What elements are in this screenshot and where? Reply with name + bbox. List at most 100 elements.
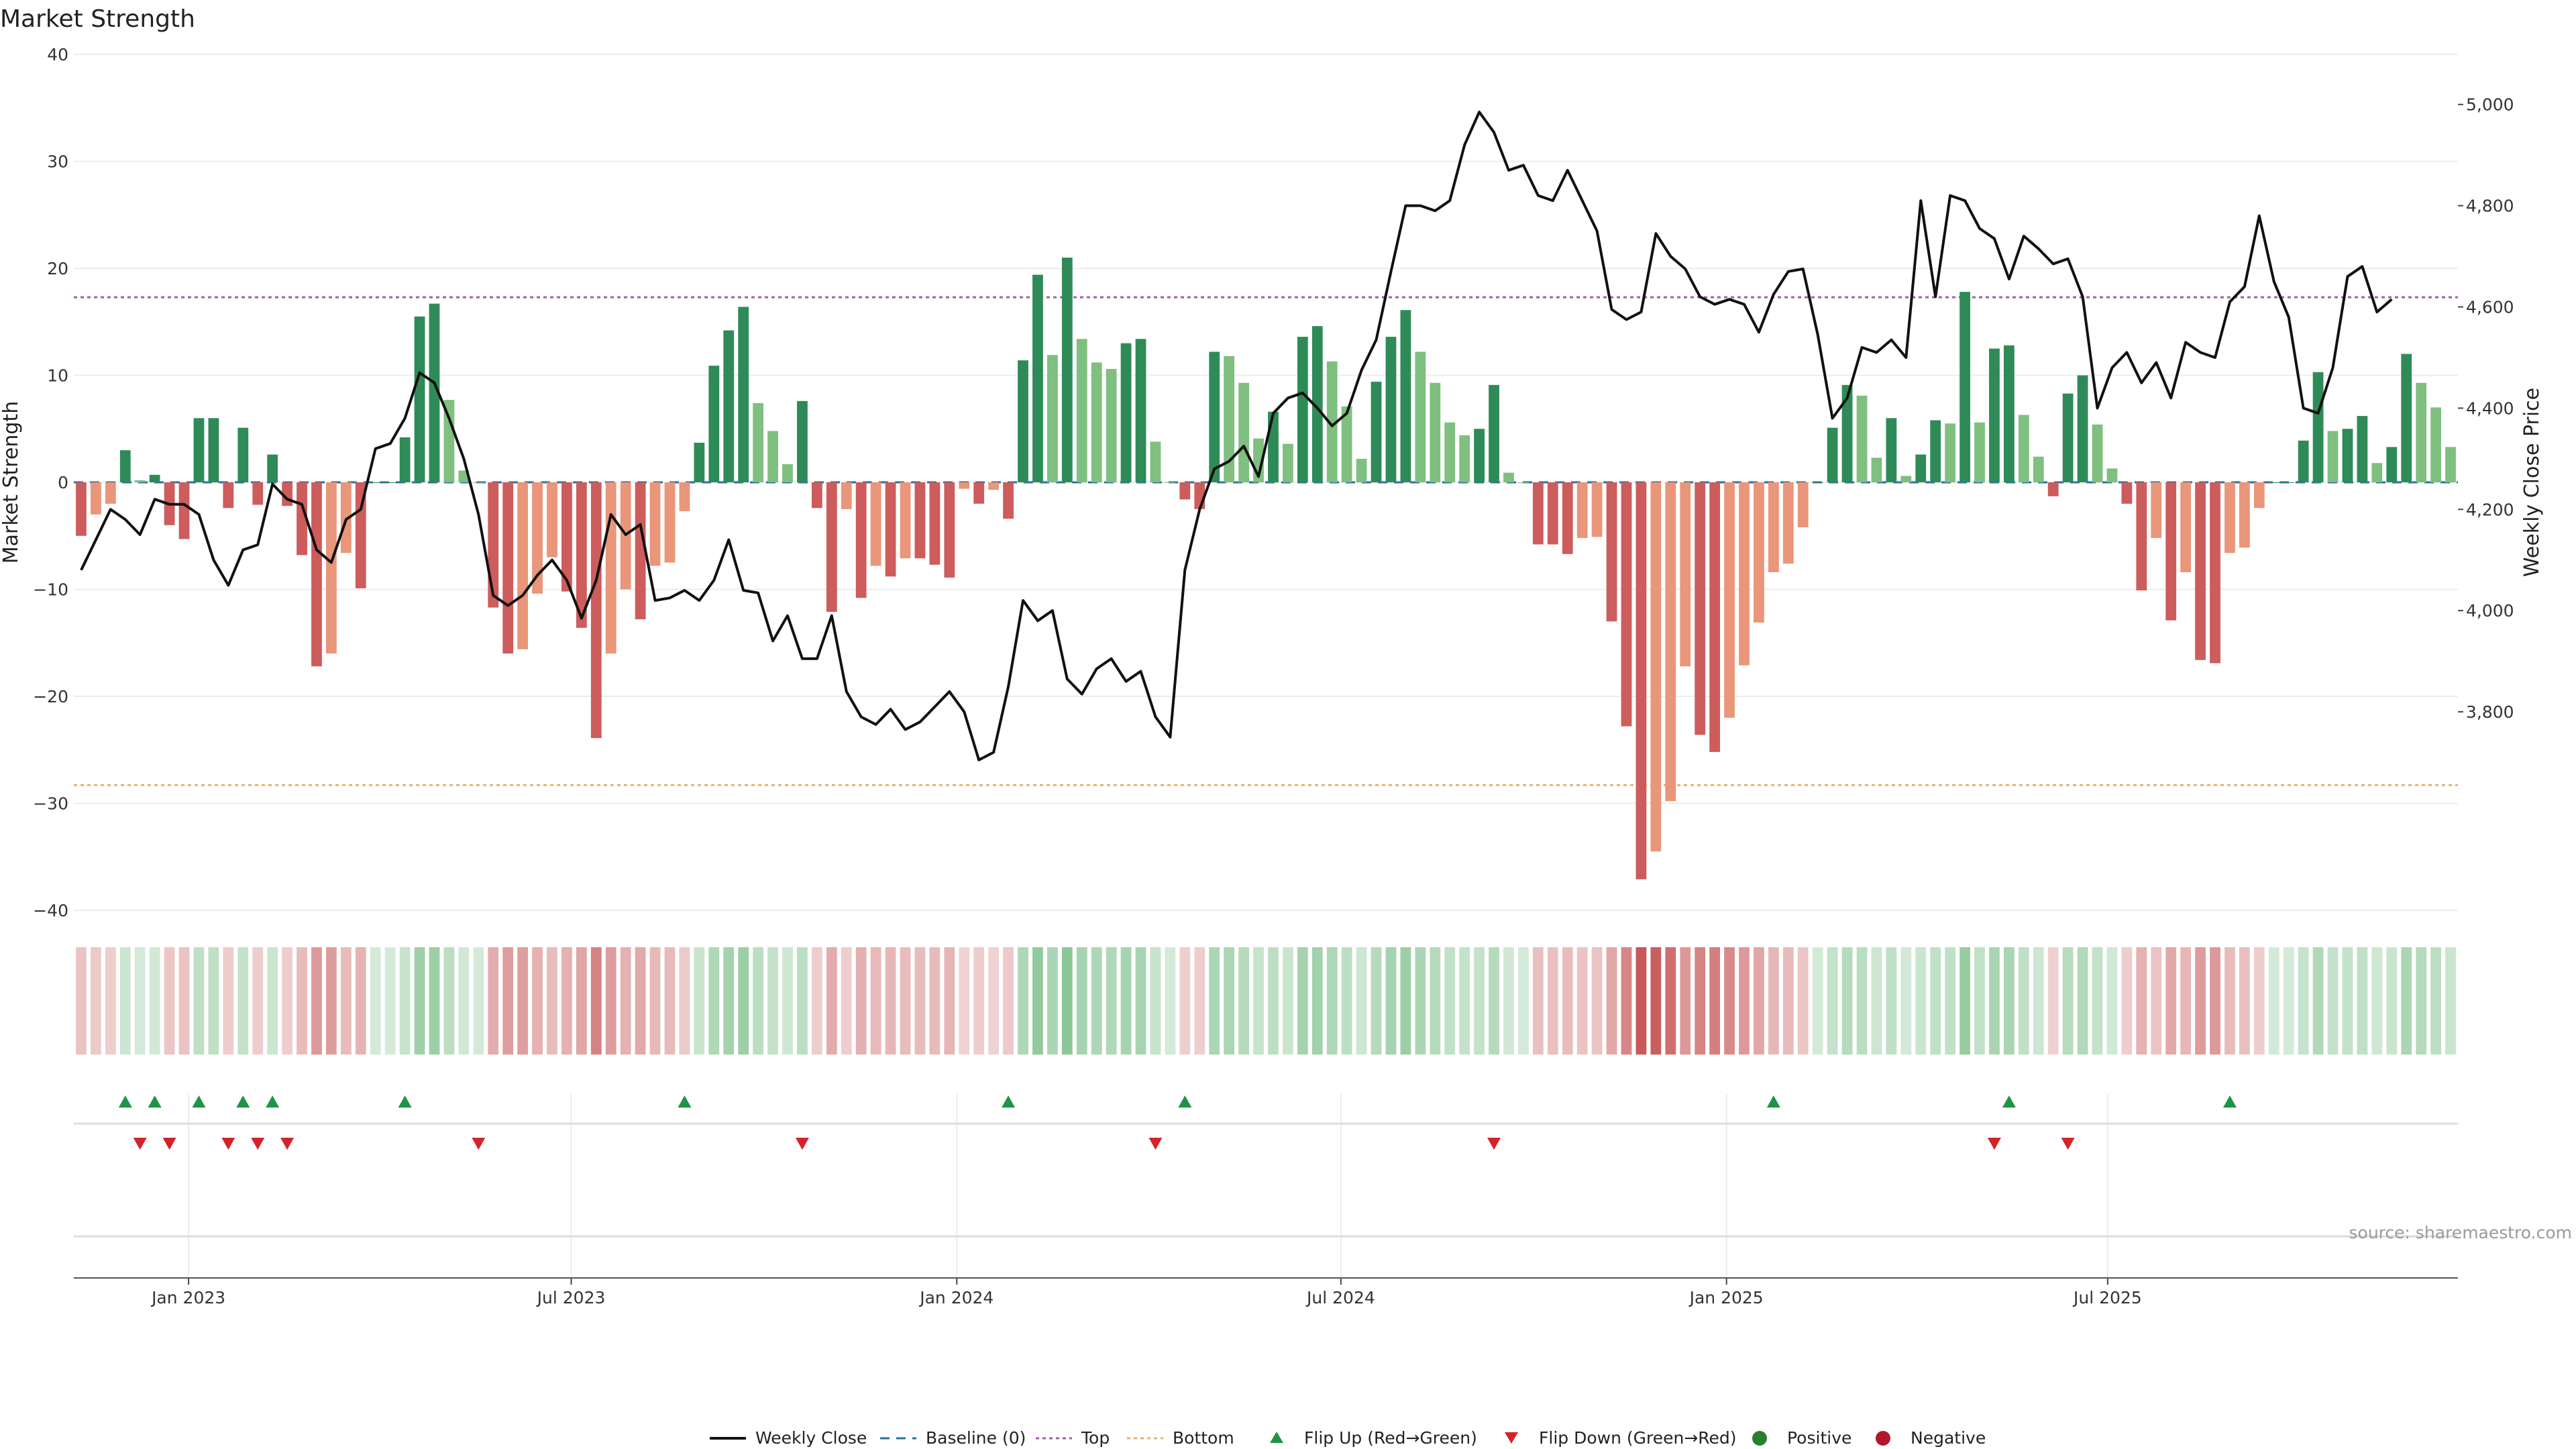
heat-cell: [914, 947, 926, 1055]
strength-bar: [576, 482, 587, 628]
strength-bar: [1547, 482, 1558, 545]
heat-cell: [2210, 947, 2220, 1055]
flip-up-marker: [148, 1095, 162, 1108]
heat-cell: [473, 947, 484, 1055]
strength-bar: [1576, 482, 1588, 538]
strength-bar: [1591, 482, 1603, 537]
heat-cell: [547, 947, 557, 1055]
strength-bar: [767, 431, 778, 482]
heat-cell: [1400, 947, 1411, 1055]
strength-bar: [738, 307, 749, 482]
chart-title: Market Strength: [0, 5, 195, 33]
flip-down-marker: [1987, 1138, 2001, 1150]
strength-bar: [797, 400, 808, 482]
heat-cell: [1974, 947, 1985, 1055]
heat-cell: [1474, 947, 1485, 1055]
heat-cell: [679, 947, 690, 1055]
heat-cell: [76, 947, 87, 1055]
heat-cell: [326, 947, 337, 1055]
heat-cell: [134, 947, 146, 1055]
heat-cell: [1385, 947, 1397, 1055]
strength-bar: [649, 482, 661, 566]
heat-cell: [1165, 947, 1176, 1055]
strength-bar: [811, 482, 822, 508]
heat-cell: [2106, 947, 2118, 1055]
heat-cell: [944, 947, 955, 1055]
heat-cell: [1018, 947, 1028, 1055]
heat-cell: [1046, 947, 1058, 1055]
strength-bar: [134, 480, 146, 482]
x-tick-label: Jan 2025: [1688, 1288, 1764, 1307]
strength-bar: [2003, 345, 2015, 482]
heat-cell: [1827, 947, 1838, 1055]
flip-down-marker: [2061, 1138, 2075, 1150]
heat-cell: [2327, 947, 2339, 1055]
heat-cell: [1032, 947, 1043, 1055]
strength-bar: [561, 482, 572, 592]
strength-bar: [473, 482, 484, 483]
heat-cell: [370, 947, 381, 1055]
heat-cell: [2430, 947, 2441, 1055]
strength-bar: [1415, 352, 1426, 482]
heat-cell: [753, 947, 764, 1055]
heat-cell: [561, 947, 572, 1055]
strength-bar: [2180, 482, 2192, 572]
strength-bar: [1930, 420, 1941, 482]
heat-cell: [811, 947, 822, 1055]
strength-bar: [944, 482, 955, 578]
heat-cell: [1179, 947, 1191, 1055]
heat-cell: [2121, 947, 2133, 1055]
y-right-tick-label: 4,800: [2466, 197, 2514, 216]
strength-bar: [119, 450, 131, 482]
strength-bar: [1871, 458, 1882, 482]
heat-cell: [620, 947, 631, 1055]
heat-cell: [355, 947, 366, 1055]
heat-cell: [119, 947, 131, 1055]
strength-bar: [2298, 440, 2309, 482]
strength-bar: [2033, 456, 2044, 482]
strength-bar: [1150, 441, 1161, 482]
heat-cell: [1812, 947, 1823, 1055]
heat-cell: [1606, 947, 1617, 1055]
heat-cell: [2092, 947, 2103, 1055]
strength-bar: [1635, 482, 1647, 879]
strength-bar: [1297, 337, 1308, 482]
heat-cell: [959, 947, 970, 1055]
heat-cell: [1665, 947, 1676, 1055]
heat-cell: [1444, 947, 1456, 1055]
heat-cell: [91, 947, 101, 1055]
heat-cell: [2239, 947, 2250, 1055]
strength-bar: [1695, 482, 1706, 735]
heat-cell: [1532, 947, 1544, 1055]
strength-bar: [399, 437, 411, 482]
legend-swatch-flip-down: [1505, 1432, 1518, 1444]
strength-bar: [237, 427, 249, 482]
strength-bar: [929, 482, 941, 565]
heat-cell: [1268, 947, 1279, 1055]
strength-bar: [1915, 454, 1927, 482]
heat-cell: [2386, 947, 2398, 1055]
heat-cell: [208, 947, 219, 1055]
strength-bar: [2165, 482, 2177, 621]
heat-cell: [2165, 947, 2177, 1055]
heat-cell: [870, 947, 881, 1055]
heat-cell: [1518, 947, 1529, 1055]
strength-bar: [1960, 292, 1970, 482]
strength-bar: [1650, 482, 1662, 852]
flip-up-marker: [192, 1095, 206, 1108]
strength-bar: [900, 482, 911, 559]
axes: 40 30 20 10 0 −10 −20 −30 −40 5,000 4,800 4,600 4,40…: [0, 45, 2544, 1307]
legend-label: Flip Up (Red→Green): [1304, 1428, 1477, 1448]
heat-cell: [178, 947, 190, 1055]
legend-label: Positive: [1787, 1428, 1851, 1448]
heat-cell: [1326, 947, 1338, 1055]
strength-bar: [1400, 310, 1411, 482]
heat-cell: [1576, 947, 1588, 1055]
strength-bar: [1371, 382, 1382, 482]
strength-bar: [1209, 352, 1220, 482]
heat-cell: [193, 947, 205, 1055]
legend-label: Top: [1081, 1428, 1110, 1448]
strength-bar: [178, 482, 190, 539]
strength-bar: [2371, 463, 2383, 482]
heat-cell: [2253, 947, 2265, 1055]
